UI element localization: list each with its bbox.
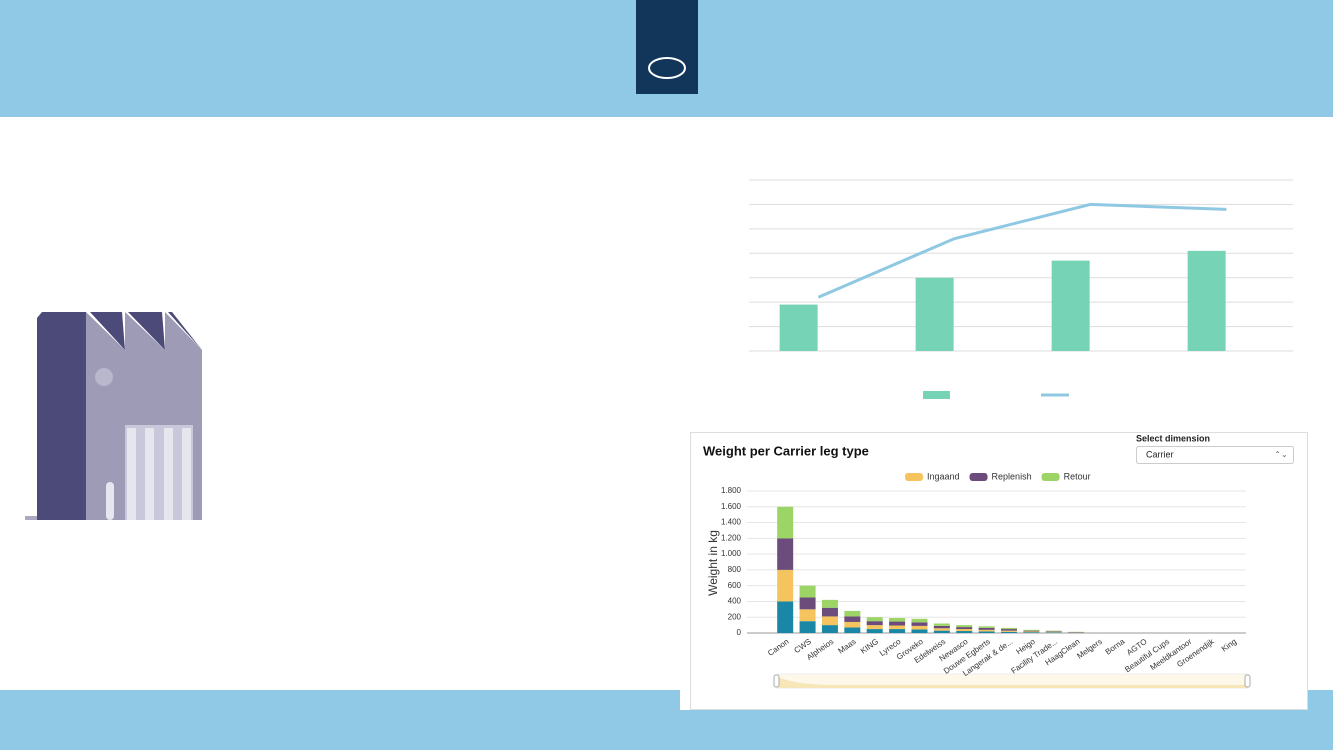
select-arrow: ⌃⌄ [1274, 450, 1287, 459]
bar-segment [1023, 632, 1040, 633]
bar-segment [911, 622, 928, 626]
bar [779, 304, 818, 351]
bar-segment [889, 621, 906, 626]
bar-segment [821, 616, 838, 626]
bar-segment [933, 628, 950, 631]
y-tick-label: 600 [728, 581, 742, 590]
bar-segment [911, 629, 928, 633]
bar-segment [821, 599, 838, 608]
bar-segment [978, 631, 995, 633]
slider-handle[interactable] [1244, 674, 1251, 688]
bar-segment [1001, 627, 1017, 630]
bar-segment [1001, 631, 1017, 633]
bar-segment [1023, 631, 1040, 633]
bar-segment [866, 617, 883, 622]
bar-segment [933, 625, 950, 629]
combo-chart [749, 179, 1293, 399]
legend-swatch [1041, 473, 1060, 481]
bar-segment [933, 623, 950, 626]
legend-swatch [905, 473, 923, 481]
legend-swatch [923, 391, 950, 399]
bar-segment [844, 610, 861, 617]
bar [1051, 260, 1090, 351]
chart-title: Weight per Carrier leg type [703, 443, 869, 458]
bar-segment [866, 621, 883, 626]
bar-segment [889, 629, 906, 633]
legend-label: Retour [1064, 471, 1091, 481]
logo [636, 0, 698, 94]
bar-segment [956, 627, 973, 630]
bar-segment [799, 597, 816, 610]
bar-segment [777, 601, 794, 633]
y-tick-label: 200 [728, 612, 742, 621]
bar-segment [1023, 629, 1040, 631]
y-tick-label: 1.400 [721, 518, 742, 527]
bar [915, 277, 954, 351]
bar-segment [1001, 629, 1017, 631]
logo-emblem [648, 57, 686, 79]
line [817, 202, 1227, 299]
bar-segment [866, 625, 883, 630]
y-tick-label: 400 [728, 597, 742, 606]
bar-segment [1001, 630, 1017, 632]
slider-preview [777, 676, 1248, 688]
bar-segment [866, 629, 883, 633]
bar-segment [799, 621, 816, 633]
bar-segment [956, 631, 973, 633]
bar-segment [1045, 630, 1062, 632]
y-tick-label: 1.200 [721, 533, 742, 542]
y-tick-label: 800 [728, 565, 742, 574]
bar [1187, 250, 1226, 351]
bar-segment [978, 629, 995, 632]
legend-label: Ingaand [927, 471, 960, 481]
bar-segment [889, 625, 906, 630]
select-box[interactable] [1136, 446, 1294, 464]
select-label: Select dimension [1136, 433, 1210, 443]
y-axis-label: Weight in kg [706, 530, 720, 596]
select-value: Carrier [1146, 449, 1174, 459]
bar-segment [844, 621, 861, 628]
bar-segment [799, 609, 816, 622]
bar-segment [1045, 632, 1062, 633]
bar-segment [889, 618, 906, 622]
bar-segment [978, 627, 995, 630]
bar-segment [956, 629, 973, 632]
y-tick-label: 0 [737, 628, 742, 637]
bar-segment [799, 585, 816, 598]
bar-segment [1045, 631, 1062, 633]
bar-segment [911, 618, 928, 623]
y-tick-label: 1.600 [721, 502, 742, 511]
factory-illustration [25, 312, 202, 520]
legend-swatch [969, 473, 988, 481]
bar-segment [821, 625, 838, 633]
y-tick-label: 1.800 [721, 486, 742, 495]
bar-segment [933, 630, 950, 633]
bar-segment [777, 506, 794, 539]
slider-handle[interactable] [773, 674, 780, 688]
bar-segment [844, 627, 861, 633]
panel [690, 432, 1308, 710]
legend-label: Replenish [992, 471, 1032, 481]
bar-segment [777, 538, 794, 570]
bar-segment [844, 616, 861, 622]
bar-segment [821, 607, 838, 617]
y-tick-label: 1.000 [721, 549, 742, 558]
bar-segment [978, 626, 995, 628]
bar-segment [777, 569, 794, 602]
bar-segment [1045, 631, 1062, 632]
bar-segment [1023, 630, 1040, 632]
bar-segment [911, 625, 928, 630]
bar-segment [956, 625, 973, 628]
